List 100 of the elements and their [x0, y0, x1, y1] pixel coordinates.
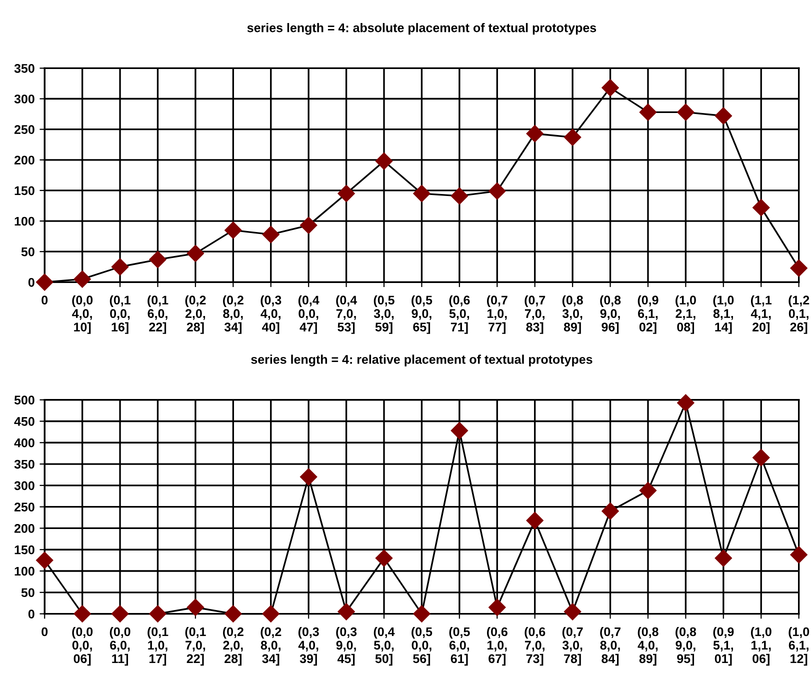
point: [300, 468, 318, 486]
point: [602, 79, 619, 96]
y-tick-label: 50: [21, 247, 34, 256]
point: [790, 260, 808, 277]
y-tick-label: 350: [14, 64, 34, 73]
x-tick-label: (0,5 6,0, 61]: [449, 626, 470, 666]
x-tick-label: (0,8 4,0, 89]: [638, 626, 658, 666]
x-tick-label: (0,6 1,0, 67]: [487, 626, 508, 666]
point: [752, 199, 770, 216]
x-tick-label: (0,5 0,0, 56]: [412, 626, 432, 666]
point: [149, 605, 166, 622]
x-tick-label: (1,0 8,1, 14]: [713, 295, 734, 334]
x-tick-label: (0,0 0,0, 06]: [72, 626, 93, 666]
x-tick-label: (1,0 6,1, 12]: [788, 626, 810, 666]
point: [262, 226, 280, 244]
y-tick-label: 150: [14, 545, 34, 554]
x-tick-label: (0,8 3,0, 89]: [562, 295, 583, 334]
x-tick-label: (1,2 0,1, 26]: [788, 295, 810, 334]
x-tick-label: (0,3 4,0, 39]: [298, 626, 319, 666]
x-tick-label: (0,1 1,0, 17]: [148, 626, 168, 666]
x-tick-label: (0,8 9,0, 96]: [600, 295, 621, 334]
point: [714, 107, 732, 124]
point: [74, 270, 91, 288]
x-tick-label: (0,9 5,1, 01]: [713, 626, 734, 666]
x-tick-label: (0,7 7,0, 83]: [524, 295, 546, 334]
y-tick-label: 150: [14, 186, 34, 196]
x-tick-label: (0,9 6,1, 02]: [638, 295, 658, 334]
x-tick-label: (1,0 1,1, 06]: [750, 626, 772, 666]
x-tick-label: (0,7 1,0, 77]: [487, 295, 508, 334]
point: [677, 394, 694, 412]
y-tick-label: 100: [14, 566, 34, 576]
point: [602, 502, 619, 520]
point: [300, 216, 318, 234]
x-tick-label: (0,3 4,0, 40]: [260, 295, 282, 334]
point: [186, 598, 204, 616]
point: [677, 104, 694, 121]
x-tick-label: (0,8 9,0, 95]: [676, 626, 696, 666]
x-tick-label: (1,1 4,1, 20]: [750, 295, 772, 334]
point: [224, 605, 242, 622]
x-tick-label: (0,6 7,0, 73]: [524, 626, 546, 666]
point: [526, 512, 544, 530]
point: [338, 603, 355, 620]
y-tick-label: 200: [14, 156, 34, 165]
point: [752, 449, 770, 466]
point: [262, 605, 280, 622]
point: [74, 605, 91, 622]
x-tick-label: (0,1 0,0, 16]: [110, 295, 130, 334]
x-tick-label: (0,4 0,0, 47]: [298, 295, 320, 334]
x-tick-label: 0: [42, 296, 48, 305]
y-tick-label: 500: [14, 396, 34, 404]
x-tick-label: (0,5 9,0, 65]: [412, 295, 432, 334]
point: [149, 250, 166, 268]
point: [186, 244, 204, 262]
x-tick-label: (0,2 2,0, 28]: [223, 626, 244, 666]
y-tick-label: 300: [14, 94, 34, 104]
y-tick-label: 50: [21, 588, 34, 598]
point: [111, 258, 129, 276]
point: [375, 152, 393, 170]
y-tick-label: 300: [14, 481, 34, 490]
y-tick-label: 0: [28, 610, 34, 618]
chart-title: series length = 4: absolute placement of textual prototypes: [247, 23, 596, 35]
point: [375, 550, 393, 567]
x-tick-label: (0,2 8,0, 34]: [260, 626, 282, 666]
point: [224, 222, 242, 239]
y-tick-label: 100: [14, 216, 34, 226]
y-tick-label: 250: [14, 125, 34, 134]
point: [790, 546, 808, 564]
y-tick-label: 250: [14, 502, 34, 512]
point: [526, 125, 544, 142]
y-tick-label: 400: [14, 438, 34, 448]
point: [111, 605, 129, 622]
x-tick-label: (0,7 3,0, 78]: [562, 626, 583, 666]
x-tick-label: (0,2 2,0, 28]: [185, 295, 206, 334]
point: [564, 603, 582, 620]
x-tick-label: (0,0 6,0, 11]: [110, 626, 130, 666]
point: [450, 422, 468, 440]
x-tick-label: 0: [42, 627, 48, 636]
y-tick-label: 200: [14, 524, 34, 533]
point: [36, 552, 54, 569]
x-tick-label: (0,4 5,0, 50]: [374, 626, 395, 666]
x-tick-label: (0,1 6,0, 22]: [148, 295, 168, 334]
point: [413, 184, 430, 202]
x-tick-label: (0,2 8,0, 34]: [223, 295, 244, 334]
x-tick-label: (0,1 7,0, 22]: [185, 626, 206, 666]
y-tick-label: 350: [14, 460, 34, 469]
x-tick-label: (0,7 8,0, 84]: [600, 626, 620, 666]
x-tick-label: (0,4 7,0, 53]: [336, 295, 357, 334]
point: [488, 182, 506, 200]
point: [450, 187, 468, 205]
x-tick-label: (0,5 3,0, 59]: [374, 295, 394, 334]
point: [36, 274, 54, 291]
x-tick-label: (0,3 9,0, 45]: [336, 626, 357, 666]
x-tick-label: (0,6 5,0, 71]: [449, 295, 470, 334]
x-tick-label: (1,0 2,1, 08]: [676, 295, 696, 334]
chart-title: series length = 4: relative placement of textual prototypes: [251, 354, 592, 366]
point: [639, 104, 657, 121]
point: [488, 598, 506, 616]
point: [338, 184, 355, 202]
y-tick-label: 450: [14, 417, 34, 426]
x-tick-label: (0,0 4,0, 10]: [72, 295, 93, 334]
